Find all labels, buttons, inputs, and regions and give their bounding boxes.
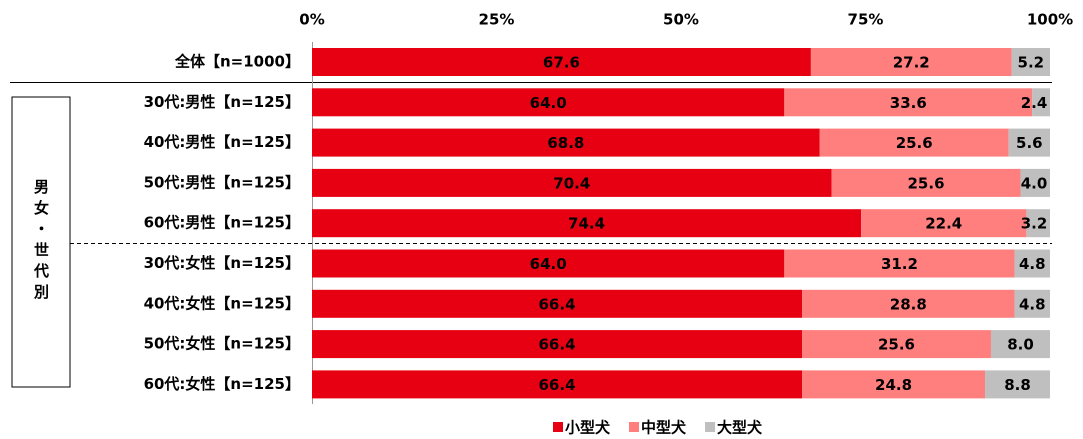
x-tick-label: 50% [663,11,699,29]
bar-segment [1008,128,1050,157]
data-label: 5.2 [1018,54,1045,72]
bar-segment [312,209,862,238]
data-label: 8.8 [1004,376,1031,394]
x-tick-label: 75% [848,11,884,29]
data-label: 31.2 [881,255,918,273]
data-label: 3.2 [1021,215,1048,233]
data-label: 67.6 [543,54,580,72]
bar-segment [312,370,803,399]
data-label: 27.2 [893,54,930,72]
bar-segment [861,209,1027,238]
y-tick-label: 30代:男性【n=125】 [144,93,300,111]
data-label: 22.4 [925,215,962,233]
bar-segment [312,289,803,318]
bar-segment [985,370,1050,399]
group-box [11,96,71,388]
bar-segment [312,48,811,76]
bar-segment [990,330,1050,359]
y-tick-label: 40代:女性【n=125】 [144,294,300,312]
data-label: 74.4 [568,215,605,233]
bar-segment [1014,289,1050,318]
y-tick-label: 30代:女性【n=125】 [144,254,300,272]
bar-segment [312,330,803,359]
bar-segment [819,128,1009,157]
data-label: 24.8 [875,376,912,394]
group-label: 男女・世代別 [32,179,50,305]
bar-segment [810,48,1012,76]
bar-segment [784,249,1015,278]
x-tick-label: 100% [1027,11,1073,29]
data-label: 66.4 [539,336,576,354]
bar-segment [831,168,1021,197]
data-label: 25.6 [908,174,945,192]
legend-swatch [629,422,640,432]
y-tick-label: 60代:男性【n=125】 [144,214,300,232]
x-tick-label: 25% [479,11,515,29]
bar-segment [312,128,820,157]
bar-segment [1020,168,1050,197]
legend-label: 中型犬 [641,419,687,437]
data-label: 4.8 [1019,295,1046,313]
data-label: 33.6 [890,94,927,112]
data-label: 28.8 [890,295,927,313]
data-label: 66.4 [539,376,576,394]
y-tick-label: 50代:男性【n=125】 [144,173,300,191]
bar-segment [1011,48,1050,76]
bar-segment [1014,249,1050,278]
y-tick-label: 全体【n=1000】 [174,53,300,71]
data-label: 4.8 [1019,255,1046,273]
data-label: 4.0 [1021,174,1048,192]
bar-segment [1032,88,1050,117]
bar-segment [312,249,785,278]
y-tick-label: 50代:女性【n=125】 [144,335,300,353]
legend-swatch [553,422,563,432]
data-label: 2.4 [1021,94,1048,112]
bar-segment [312,168,832,197]
legend-label: 大型犬 [717,419,763,437]
bar-segment [802,289,1015,318]
bar-segment [802,370,986,399]
bar-segment [802,330,991,359]
data-label: 66.4 [539,295,576,313]
bar-segment [1026,209,1050,238]
y-tick-label: 60代:女性【n=125】 [144,375,300,393]
data-label: 25.6 [896,134,933,152]
data-label: 25.6 [878,336,915,354]
y-tick-label: 40代:男性【n=125】 [144,133,300,151]
bar-segment [312,88,785,117]
data-label: 8.0 [1007,336,1034,354]
data-label: 64.0 [530,94,567,112]
bar-segment [784,88,1033,117]
legend-label: 小型犬 [565,419,611,437]
data-label: 70.4 [553,174,590,192]
data-label: 68.8 [547,134,584,152]
data-label: 5.6 [1016,134,1043,152]
legend-swatch [705,422,716,432]
data-label: 64.0 [530,255,567,273]
x-tick-label: 0% [299,11,324,29]
